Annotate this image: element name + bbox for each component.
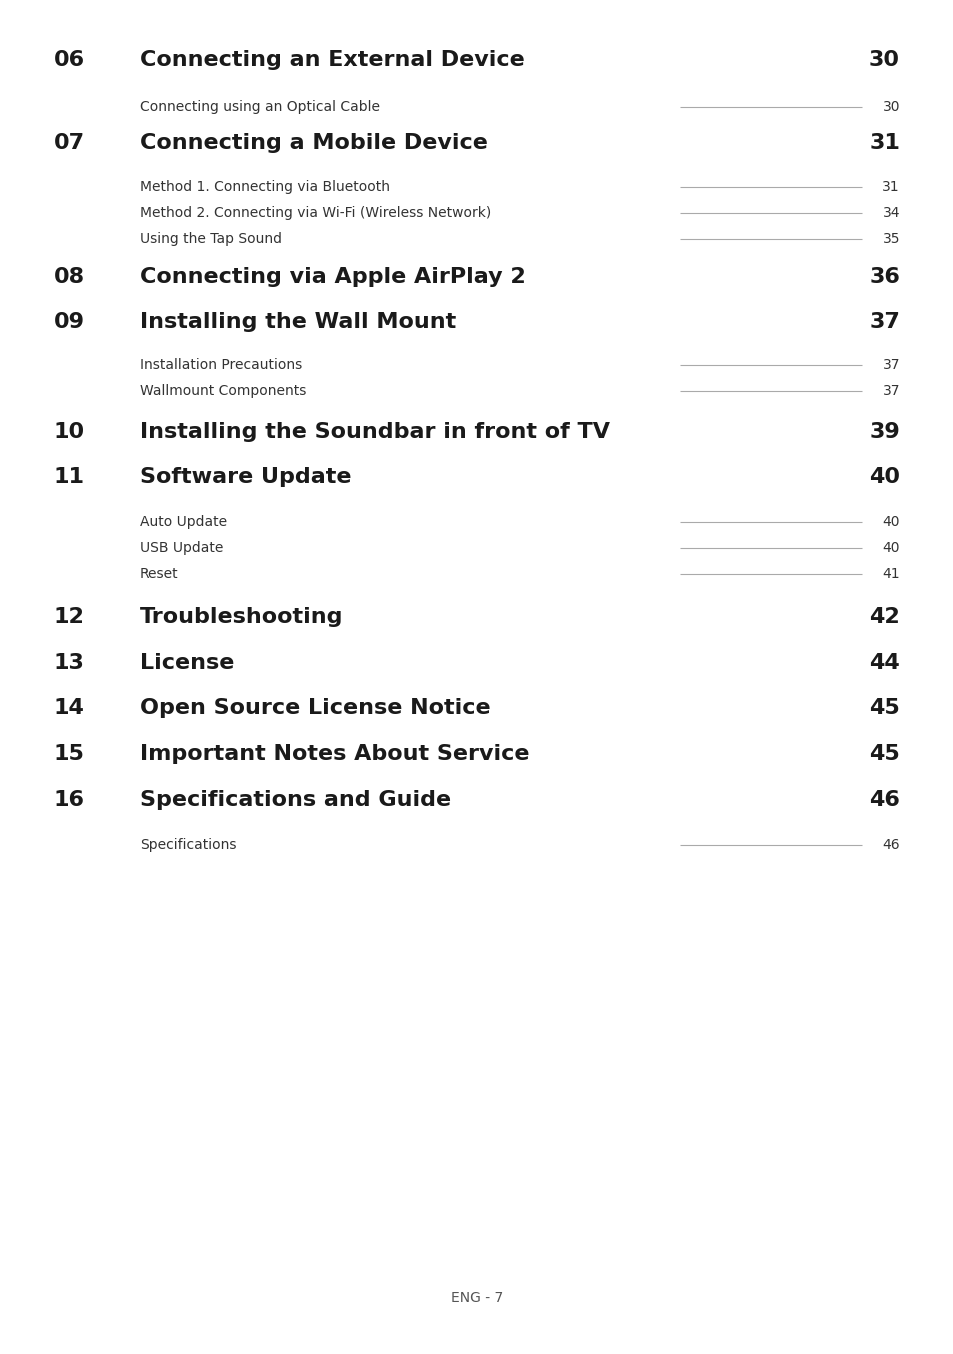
Text: ENG - 7: ENG - 7 [451,1290,502,1305]
Text: 40: 40 [882,542,899,555]
Text: Important Notes About Service: Important Notes About Service [140,743,529,764]
Text: Open Source License Notice: Open Source License Notice [140,699,490,718]
Text: Connecting via Apple AirPlay 2: Connecting via Apple AirPlay 2 [140,267,525,287]
Text: 46: 46 [868,789,899,810]
Text: Software Update: Software Update [140,467,351,487]
Text: Wallmount Components: Wallmount Components [140,385,306,398]
Text: Connecting an External Device: Connecting an External Device [140,50,524,70]
Text: Troubleshooting: Troubleshooting [140,607,343,627]
Text: 08: 08 [54,267,85,287]
Text: Specifications: Specifications [140,838,236,852]
Text: 11: 11 [54,467,85,487]
Text: 15: 15 [54,743,85,764]
Text: 12: 12 [54,607,85,627]
Text: Reset: Reset [140,567,178,581]
Text: Specifications and Guide: Specifications and Guide [140,789,451,810]
Text: Auto Update: Auto Update [140,515,227,529]
Text: 09: 09 [54,311,85,332]
Text: 37: 37 [868,311,899,332]
Text: 40: 40 [868,467,899,487]
Text: 14: 14 [54,699,85,718]
Text: Using the Tap Sound: Using the Tap Sound [140,232,282,246]
Text: Connecting a Mobile Device: Connecting a Mobile Device [140,133,487,153]
Text: Method 1. Connecting via Bluetooth: Method 1. Connecting via Bluetooth [140,180,390,194]
Text: 34: 34 [882,206,899,219]
Text: 45: 45 [868,699,899,718]
Text: 37: 37 [882,357,899,372]
Text: 31: 31 [882,180,899,194]
Text: 13: 13 [54,653,85,673]
Text: 37: 37 [882,385,899,398]
Text: License: License [140,653,234,673]
Text: Installing the Wall Mount: Installing the Wall Mount [140,311,456,332]
Text: 39: 39 [868,422,899,441]
Text: 07: 07 [54,133,85,153]
Text: 30: 30 [868,50,899,70]
Text: 41: 41 [882,567,899,581]
Text: 31: 31 [868,133,899,153]
Text: Installing the Soundbar in front of TV: Installing the Soundbar in front of TV [140,422,609,441]
Text: 06: 06 [54,50,85,70]
Text: 40: 40 [882,515,899,529]
Text: 30: 30 [882,100,899,114]
Text: 10: 10 [54,422,85,441]
Text: Method 2. Connecting via Wi-Fi (Wireless Network): Method 2. Connecting via Wi-Fi (Wireless… [140,206,491,219]
Text: 35: 35 [882,232,899,246]
Text: 16: 16 [54,789,85,810]
Text: 45: 45 [868,743,899,764]
Text: USB Update: USB Update [140,542,223,555]
Text: 42: 42 [868,607,899,627]
Text: 46: 46 [882,838,899,852]
Text: 44: 44 [868,653,899,673]
Text: Connecting using an Optical Cable: Connecting using an Optical Cable [140,100,379,114]
Text: Installation Precautions: Installation Precautions [140,357,302,372]
Text: 36: 36 [868,267,899,287]
